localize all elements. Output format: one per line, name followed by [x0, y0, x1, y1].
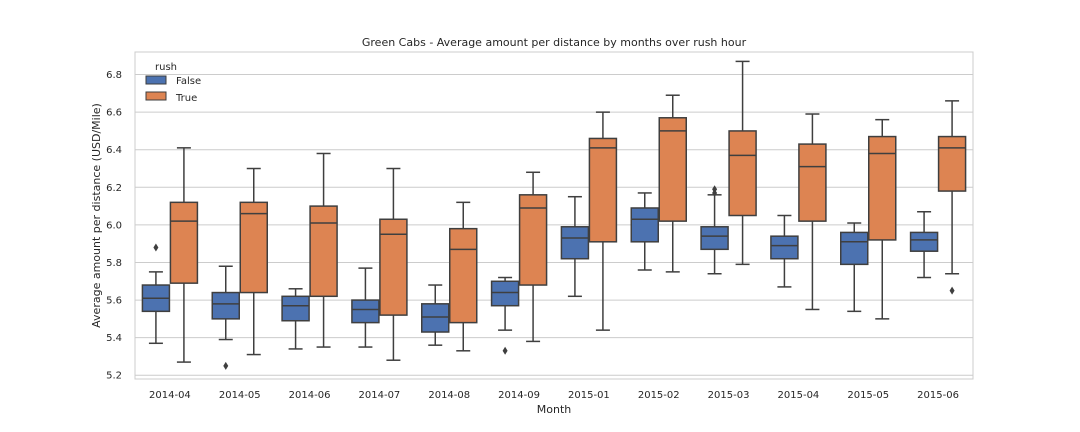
- x-tick-label: 2015-06: [917, 390, 959, 401]
- box-body: [379, 218, 408, 316]
- box-true-2014-05: [239, 167, 268, 356]
- x-tick-label: 2014-04: [149, 390, 191, 401]
- box-false-2014-07: [351, 267, 380, 348]
- box-body: [518, 194, 548, 286]
- y-tick-label: 5.4: [106, 333, 122, 344]
- box-body: [630, 207, 659, 243]
- boxes: [141, 60, 967, 370]
- outlier-point: [223, 361, 229, 370]
- box-false-2015-03: [700, 185, 729, 275]
- box-body: [937, 135, 967, 192]
- box-body: [560, 226, 590, 260]
- box-false-2015-02: [630, 192, 659, 271]
- x-tick-label: 2014-06: [289, 390, 331, 401]
- legend-swatch-false: [145, 75, 167, 85]
- box-body: [421, 303, 450, 333]
- box-body: [728, 130, 757, 217]
- x-tick-label: 2015-01: [568, 390, 610, 401]
- box-false-2014-06: [281, 288, 310, 350]
- box-body: [211, 291, 240, 320]
- x-tick-label: 2015-03: [708, 390, 750, 401]
- box-false-2014-09: [490, 276, 520, 355]
- x-tick-label: 2014-05: [219, 390, 261, 401]
- x-tick-label: 2015-04: [778, 390, 820, 401]
- y-axis-label: Average amount per distance (USD/Mile): [90, 103, 103, 328]
- box-false-2014-05: [211, 265, 240, 370]
- x-tick-label: 2014-08: [428, 390, 470, 401]
- box-body: [658, 117, 687, 222]
- grid-lines: [135, 74, 973, 376]
- box-true-2014-04: [169, 147, 199, 363]
- box-true-2014-08: [449, 201, 478, 352]
- outlier-point: [712, 185, 718, 194]
- y-tick-label: 6.0: [106, 220, 122, 231]
- y-tick-label: 6.8: [106, 70, 122, 81]
- outlier-point: [502, 346, 508, 355]
- box-body: [309, 205, 338, 298]
- y-tick-label: 6.6: [106, 108, 122, 119]
- box-true-2014-07: [379, 167, 408, 361]
- y-tick-label: 6.2: [106, 183, 122, 194]
- box-body: [449, 227, 478, 324]
- x-tick-label: 2015-02: [638, 390, 680, 401]
- outlier-point: [153, 243, 159, 252]
- box-false-2014-04: [141, 243, 171, 345]
- y-tick-label: 6.4: [106, 145, 122, 156]
- box-false-2015-04: [770, 214, 799, 288]
- chart-title: Green Cabs - Average amount per distance…: [362, 36, 747, 49]
- box-body: [798, 143, 827, 222]
- x-tick-label: 2014-07: [359, 390, 401, 401]
- box-false-2015-06: [909, 210, 939, 279]
- box-body: [700, 226, 729, 251]
- legend: rush False True: [145, 62, 201, 104]
- box-true-2014-09: [518, 171, 548, 343]
- y-tick-label: 5.2: [106, 371, 122, 382]
- outlier-point: [949, 286, 955, 295]
- box-false-2015-05: [840, 222, 869, 313]
- box-true-2015-01: [588, 111, 618, 331]
- box-true-2015-02: [658, 94, 687, 273]
- box-true-2014-06: [309, 152, 338, 348]
- y-tick-label: 5.6: [106, 296, 122, 307]
- legend-label-true: True: [175, 93, 197, 104]
- box-body: [770, 235, 799, 260]
- x-tick-label: 2014-09: [498, 390, 540, 401]
- plot-frame: [134, 51, 974, 380]
- x-axis-label: Month: [537, 403, 572, 416]
- box-true-2015-05: [868, 118, 897, 320]
- box-body: [868, 135, 897, 241]
- box-body: [909, 231, 939, 252]
- box-body: [169, 201, 199, 284]
- box-true-2015-03: [728, 60, 757, 266]
- box-false-2014-08: [421, 284, 450, 346]
- legend-title: rush: [155, 62, 177, 73]
- box-true-2015-04: [798, 113, 827, 311]
- x-tick-label: 2015-05: [847, 390, 889, 401]
- box-body: [840, 231, 869, 266]
- box-body: [239, 201, 268, 294]
- box-false-2015-01: [560, 195, 590, 298]
- axis-ticks: 5.2 5.4 5.6 5.8 6.0 6.2 6.4 6.6 6.8 2014-04 2014-0…: [106, 70, 959, 401]
- box-body: [281, 295, 310, 322]
- box-true-2015-06: [937, 100, 967, 295]
- legend-swatch-true: [145, 91, 167, 101]
- box-body: [351, 299, 380, 324]
- box-body: [490, 280, 520, 307]
- legend-label-false: False: [176, 76, 201, 87]
- box-body: [588, 137, 618, 243]
- y-tick-label: 5.8: [106, 258, 122, 269]
